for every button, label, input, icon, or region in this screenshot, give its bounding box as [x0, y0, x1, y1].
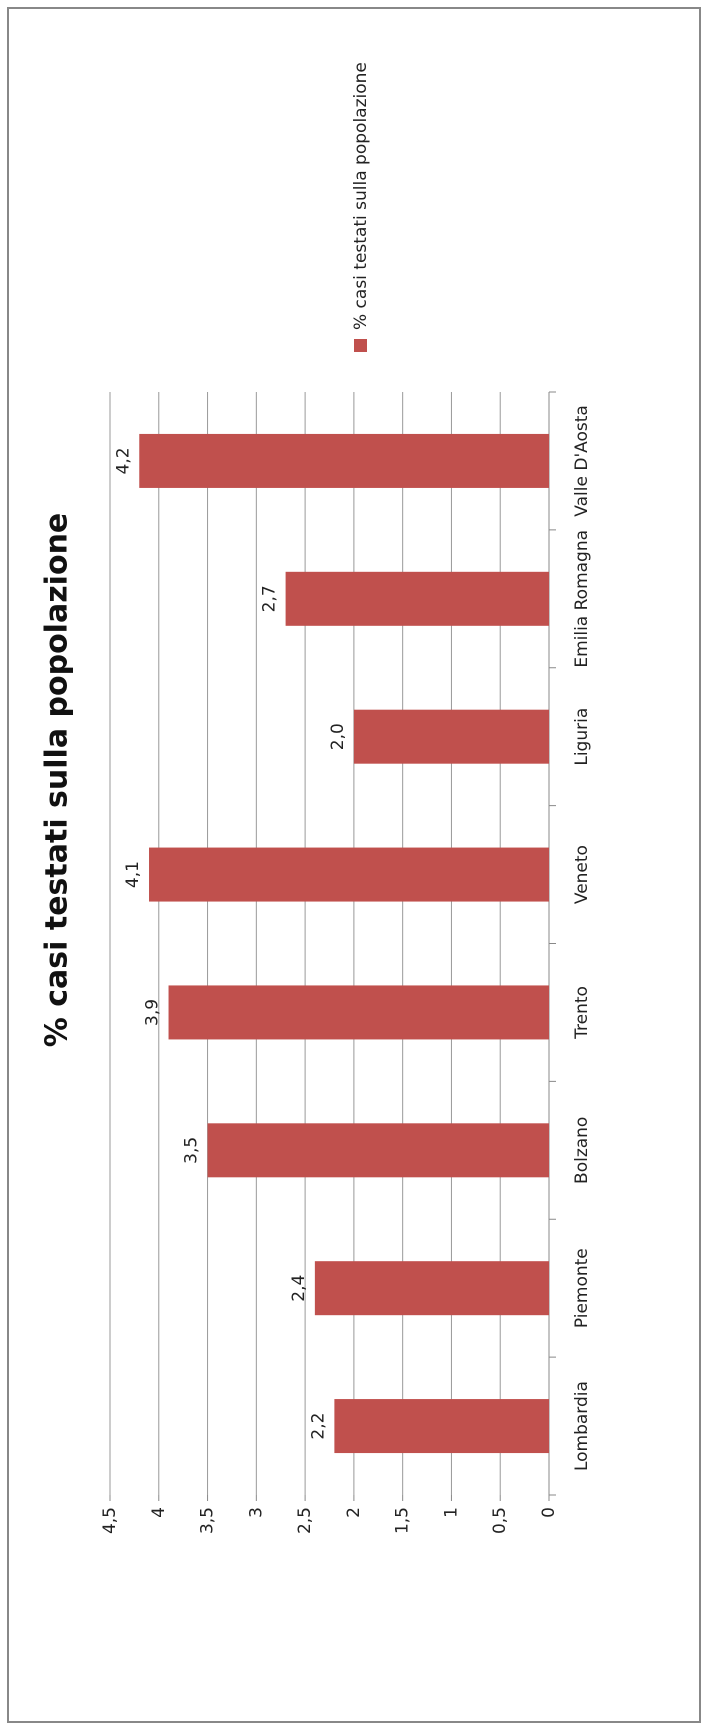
x-tick-label: 4,5: [100, 1507, 120, 1534]
value-label: 2,7: [260, 585, 280, 612]
x-tick-label: 3: [246, 1507, 266, 1518]
value-label: 3,9: [143, 999, 163, 1026]
category-label: Emilia Romagna: [572, 530, 592, 668]
value-label: 2,0: [328, 723, 348, 750]
bar: [314, 1261, 549, 1316]
category-label: Bolzano: [572, 1117, 592, 1184]
bar: [207, 1123, 550, 1178]
legend-swatch: [354, 339, 367, 352]
value-label: 2,4: [289, 1275, 309, 1302]
value-label: 4,1: [123, 861, 143, 888]
x-tick-label: 2,5: [295, 1507, 315, 1534]
legend-label: % casi testati sulla popolazione: [351, 62, 371, 330]
bar: [149, 847, 549, 902]
value-label: 4,2: [113, 447, 133, 474]
bar: [353, 709, 549, 764]
category-label: Veneto: [572, 845, 592, 904]
x-tick-label: 0: [539, 1507, 559, 1518]
category-label: Trento: [572, 986, 592, 1040]
category-label: Liguria: [572, 708, 592, 766]
category-label: Valle D'Aosta: [572, 405, 592, 516]
category-label: Lombardia: [572, 1381, 592, 1471]
x-tick-label: 0,5: [490, 1507, 510, 1534]
value-label: 3,5: [182, 1137, 202, 1164]
chart-title: % casi testati sulla popolazione: [40, 513, 75, 1048]
x-tick-label: 3,5: [198, 1507, 218, 1534]
bar: [139, 433, 549, 488]
bar: [334, 1399, 549, 1454]
x-tick-label: 2: [344, 1507, 364, 1518]
bar: [168, 985, 550, 1040]
category-label: Piemonte: [572, 1248, 592, 1328]
value-label: 2,2: [308, 1413, 328, 1440]
bar: [285, 571, 549, 626]
x-tick-label: 1,5: [393, 1507, 413, 1534]
x-tick-label: 1: [441, 1507, 461, 1518]
x-tick-label: 4: [149, 1507, 169, 1518]
